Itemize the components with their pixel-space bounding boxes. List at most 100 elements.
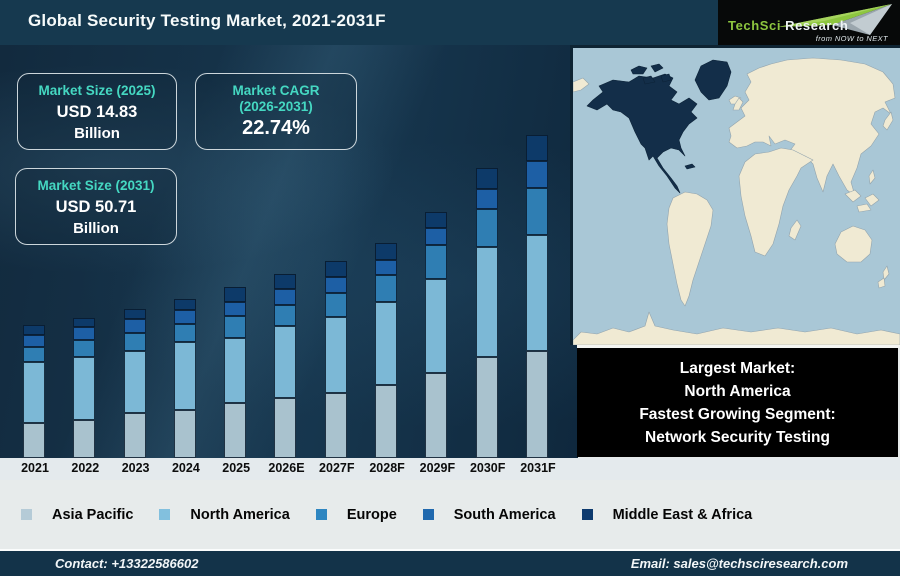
bar-segment-2029F-europe [425, 245, 448, 279]
bar-segment-2025-south-america [224, 302, 247, 316]
bar-segment-2026E-middle-east-africa [274, 274, 297, 289]
bar-segment-2031F-north-america [525, 235, 548, 351]
bar-segment-2030F-north-america [475, 247, 498, 357]
bar-segment-2028F-europe [375, 275, 398, 302]
bar-2024 [173, 299, 196, 458]
market-size-2031-box: Market Size (2031) USD 50.71 Billion [15, 168, 177, 245]
map-eurasia [728, 57, 896, 197]
market-size-2025-value: USD 14.83 [56, 103, 138, 121]
map-united-kingdom [732, 97, 744, 111]
bar-segment-2024-north-america [173, 342, 196, 410]
footer-email: Email: sales@techsciresearch.com [630, 556, 848, 571]
map-arctic-island-3 [642, 75, 656, 85]
map-antarctica [573, 311, 900, 345]
logo-tagline: from NOW to NEXT [815, 34, 888, 43]
map-new-zealand-2 [877, 277, 886, 289]
map-japan [882, 111, 894, 131]
fastest-segment-value: Network Security Testing [645, 428, 830, 446]
legend-swatch-icon [159, 509, 171, 520]
bar-segment-2028F-north-america [375, 302, 398, 385]
legend-item-south-america: South America [422, 507, 556, 523]
bar-segment-2022-asia-pacific [73, 420, 96, 458]
bar-segment-2030F-middle-east-africa [475, 168, 498, 189]
bar-segment-2023-europe [123, 333, 146, 351]
legend-item-middle-east-africa: Middle East & Africa [581, 507, 752, 523]
bar-segment-2031F-asia-pacific [525, 351, 548, 458]
logo-wordmark: TechSci Research [728, 18, 848, 33]
bar-2022 [73, 318, 96, 458]
bar-segment-2029F-middle-east-africa [425, 212, 448, 228]
x-axis-label-2028F: 2028F [369, 461, 405, 475]
bar-segment-2029F-north-america [425, 279, 448, 373]
bar-segment-2025-north-america [224, 338, 247, 403]
legend-item-north-america: North America [159, 506, 290, 523]
x-axis-label-2027F: 2027F [319, 461, 355, 475]
x-axis-label-2029F: 2029F [419, 461, 456, 475]
bar-segment-2021-south-america [23, 335, 45, 347]
bar-2031F [525, 135, 548, 458]
x-axis-label-2024: 2024 [171, 461, 200, 475]
bar-segment-2023-middle-east-africa [123, 309, 146, 319]
bar-segment-2023-north-america [123, 351, 146, 413]
bar-segment-2021-asia-pacific [23, 423, 45, 458]
map-arctic-island-4 [660, 73, 672, 83]
legend-label: North America [190, 506, 290, 523]
bar-segment-2028F-south-america [375, 260, 398, 275]
bar-segment-2024-south-america [173, 310, 196, 324]
map-south-america [666, 191, 714, 307]
bar-segment-2025-europe [224, 316, 247, 338]
bar-2026E [274, 274, 297, 458]
bar-segment-2027F-asia-pacific [324, 393, 347, 458]
world-map [570, 45, 900, 345]
x-axis-label-2025: 2025 [222, 461, 251, 475]
x-axis-label-2022: 2022 [71, 461, 100, 475]
bar-segment-2024-asia-pacific [173, 410, 196, 458]
legend-swatch-icon [21, 509, 32, 520]
x-axis-labels: 2021 2022 2023 2024 2025 2026E 2027F 2028F 2029F… [12, 461, 561, 475]
bar-segment-2026E-north-america [274, 326, 297, 398]
x-axis-band [0, 458, 900, 480]
bar-segment-2026E-south-america [274, 289, 297, 305]
bar-segment-2021-europe [23, 347, 45, 362]
techsci-logo: TechSci Research from NOW to NEXT [718, 0, 900, 45]
bar-segment-2022-middle-east-africa [73, 318, 96, 327]
market-size-2025-title: Market Size (2025) [38, 83, 156, 98]
market-size-2031-unit: Billion [73, 220, 119, 237]
bar-segment-2030F-south-america [475, 189, 498, 209]
legend-swatch-icon [581, 509, 593, 520]
bar-segment-2028F-asia-pacific [375, 385, 398, 458]
map-caribbean [684, 163, 696, 170]
bar-segment-2029F-south-america [425, 228, 448, 245]
bar-segment-2021-north-america [23, 362, 45, 423]
market-cagr-title: Market CAGR (2026-2031) [232, 83, 320, 114]
x-axis-label-2031F: 2031F [520, 461, 556, 475]
logo-text-research: Research [785, 18, 849, 33]
footer-bar: Contact: +13322586602 Email: sales@techs… [0, 549, 900, 576]
map-africa [738, 147, 814, 257]
logo-text-techsci: TechSci [728, 18, 782, 33]
map-arctic-island-1 [630, 65, 648, 75]
bar-segment-2025-middle-east-africa [224, 287, 247, 302]
bar-segment-2026E-europe [274, 305, 297, 326]
bar-segment-2026E-asia-pacific [274, 398, 297, 458]
legend-band: Asia Pacific North America Europe South Ame… [0, 480, 900, 549]
bar-2028F [375, 243, 398, 458]
x-axis-label-2030F: 2030F [469, 461, 506, 475]
map-indonesia-2 [864, 193, 880, 207]
market-size-2025-unit: Billion [74, 125, 120, 142]
bar-segment-2028F-middle-east-africa [375, 243, 398, 260]
market-cagr-value: 22.74% [242, 117, 310, 139]
map-arctic-island-2 [650, 63, 664, 73]
legend-item-europe: Europe [315, 506, 397, 523]
legend-item-asia-pacific: Asia Pacific [21, 507, 133, 523]
page-title: Global Security Testing Market, 2021-203… [28, 11, 386, 30]
chart-panel: Market Size (2025) USD 14.83 Billion Mar… [0, 45, 578, 458]
bar-segment-2023-south-america [123, 319, 146, 333]
bar-2029F [425, 212, 448, 458]
bar-segment-2024-middle-east-africa [173, 299, 196, 310]
bar-2027F [324, 261, 347, 458]
legend-label: Europe [346, 506, 397, 523]
map-australia [834, 225, 873, 263]
map-new-zealand-1 [882, 265, 890, 281]
bar-segment-2025-asia-pacific [224, 403, 247, 458]
